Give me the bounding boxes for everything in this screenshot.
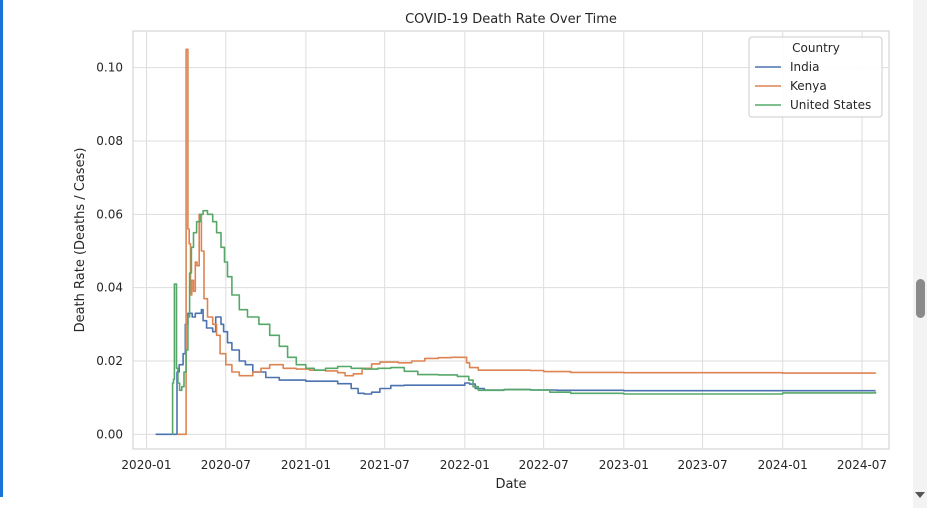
x-tick-label: 2023-01: [599, 458, 649, 472]
y-axis-label: Death Rate (Deaths / Cases): [73, 148, 88, 333]
x-tick-label: 2020-01: [121, 458, 171, 472]
legend-label: Kenya: [790, 79, 827, 93]
x-tick-label: 2021-07: [360, 458, 410, 472]
x-tick-label: 2022-07: [519, 458, 569, 472]
legend-label: United States: [790, 98, 871, 112]
scrollbar-thumb[interactable]: [916, 279, 925, 318]
y-tick-label: 0.06: [96, 207, 123, 221]
series-line-kenya: [177, 48, 877, 436]
series-lines: [155, 48, 877, 436]
y-tick-label: 0.02: [96, 354, 123, 368]
x-tick-label: 2023-07: [678, 458, 728, 472]
y-tick-label: 0.00: [96, 427, 123, 441]
legend-items: India Kenya United States: [755, 60, 871, 112]
x-axis-label: Date: [495, 477, 526, 492]
y-tick-label: 0.04: [96, 281, 123, 295]
x-tick-label: 2021-01: [281, 458, 331, 472]
scroll-down-arrow-icon[interactable]: [915, 492, 925, 498]
x-tick-label: 2024-01: [758, 458, 808, 472]
legend-label: India: [790, 60, 819, 74]
scrollbar-track[interactable]: [913, 0, 927, 508]
legend: Country India Kenya United States: [748, 36, 883, 118]
x-tick-label: 2024-07: [837, 458, 887, 472]
series-line-united-states: [171, 209, 877, 436]
y-axis-ticks: 0.00 0.02 0.04 0.06 0.08 0.10: [96, 61, 123, 442]
legend-box: [748, 36, 883, 118]
y-tick-label: 0.08: [96, 134, 123, 148]
x-axis-ticks: 2020-01 2020-07 2021-01 2021-07 2022-01 2022-…: [121, 458, 887, 472]
y-tick-label: 0.10: [96, 61, 123, 75]
left-accent-bar: [0, 0, 3, 497]
chart-title: COVID-19 Death Rate Over Time: [405, 12, 617, 27]
legend-title: Country: [792, 41, 840, 55]
x-tick-label: 2020-07: [201, 458, 251, 472]
x-tick-label: 2022-01: [440, 458, 490, 472]
